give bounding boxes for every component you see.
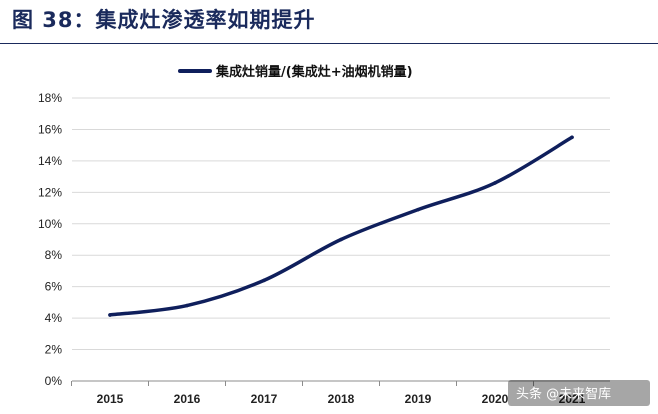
x-tick-label: 2021 — [559, 392, 586, 406]
axes — [71, 380, 610, 386]
legend-label: 集成灶销量/(集成灶+油烟机销量) — [215, 64, 413, 80]
y-tick-label: 4% — [45, 311, 63, 325]
watermark-text: 头条 @未来智库 — [516, 386, 611, 402]
x-tick-label: 2016 — [174, 392, 201, 406]
y-tick-label: 0% — [45, 374, 63, 388]
y-tick-label: 16% — [38, 122, 62, 136]
data-point — [262, 278, 266, 283]
series-line — [108, 135, 574, 317]
title-divider — [0, 43, 658, 44]
x-tick-label: 2015 — [97, 392, 124, 406]
y-tick-label: 12% — [38, 185, 62, 199]
x-tick-label: 2018 — [328, 392, 355, 406]
series-layer — [108, 135, 574, 317]
y-tick-labels: 0% 2% 4% 6% 8% 10% 12% 14% 16% 18% — [38, 91, 62, 388]
legend: 集成灶销量/(集成灶+油烟机销量) — [178, 64, 413, 80]
y-tick-label: 2% — [45, 343, 63, 357]
figure-title: 图 38：集成灶渗透率如期提升 — [12, 8, 316, 32]
data-point — [108, 313, 112, 317]
y-tick-label: 8% — [45, 248, 63, 262]
y-tick-label: 10% — [38, 217, 62, 231]
x-tick-label: 2020 — [482, 392, 509, 406]
y-tick-label: 6% — [45, 280, 63, 294]
data-point — [570, 135, 574, 140]
watermark-backdrop — [508, 380, 650, 406]
x-tick-labels: 2015 2016 2017 2018 2019 2020 2021 — [97, 392, 586, 406]
gridlines — [72, 97, 610, 351]
x-tick-label: 2017 — [251, 392, 278, 406]
y-tick-label: 14% — [38, 154, 62, 168]
data-point — [493, 181, 497, 185]
watermark: 头条 @未来智库 — [508, 380, 650, 406]
data-point — [185, 303, 189, 308]
data-point — [416, 207, 420, 212]
y-tick-label: 18% — [38, 91, 62, 105]
x-tick-label: 2019 — [405, 392, 432, 406]
data-point — [339, 237, 343, 242]
